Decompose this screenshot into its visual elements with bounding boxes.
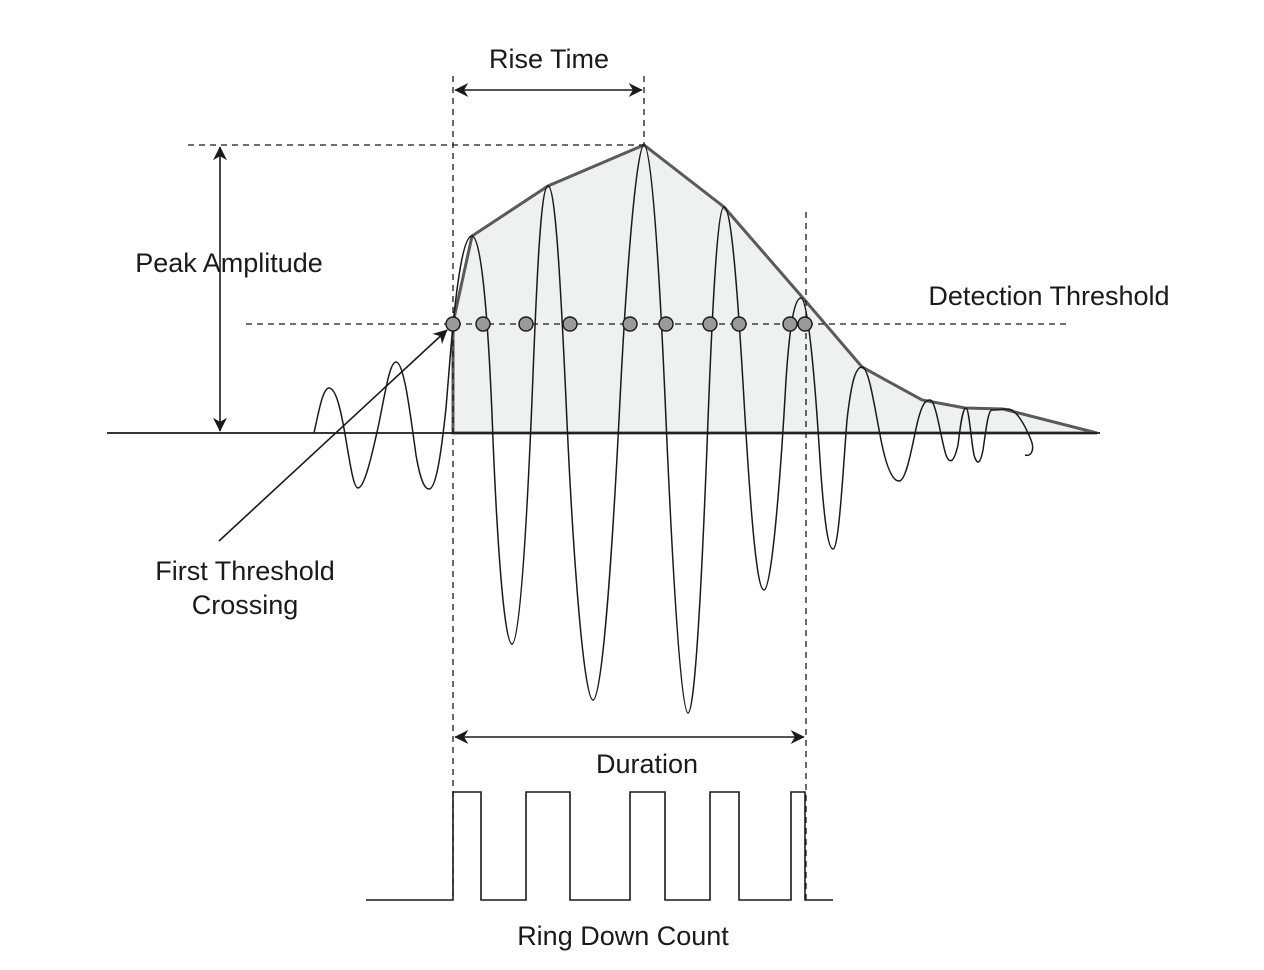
ring-down-count-label: Ring Down Count <box>517 921 729 951</box>
crossing-marker <box>797 316 813 332</box>
waveform <box>313 144 1034 714</box>
ring-down-pulse-train <box>366 791 833 901</box>
crossing-marker <box>658 316 674 332</box>
first-crossing-pointer <box>218 329 448 542</box>
threshold-crossing-markers <box>445 316 813 332</box>
first-threshold-crossing-label-line1: First Threshold <box>155 556 335 586</box>
crossing-marker <box>518 316 534 332</box>
first-threshold-crossing-label-line2: Crossing <box>192 590 299 620</box>
rise-time-label: Rise Time <box>489 44 609 74</box>
detection-threshold-label: Detection Threshold <box>928 281 1169 311</box>
duration-label: Duration <box>596 749 698 779</box>
crossing-marker <box>562 316 578 332</box>
crossing-marker <box>782 316 798 332</box>
crossing-marker <box>445 316 461 332</box>
peak-amplitude-label: Peak Amplitude <box>135 248 323 278</box>
crossing-marker <box>731 316 747 332</box>
crossing-marker <box>475 316 491 332</box>
crossing-marker <box>702 316 718 332</box>
crossing-marker <box>622 316 638 332</box>
